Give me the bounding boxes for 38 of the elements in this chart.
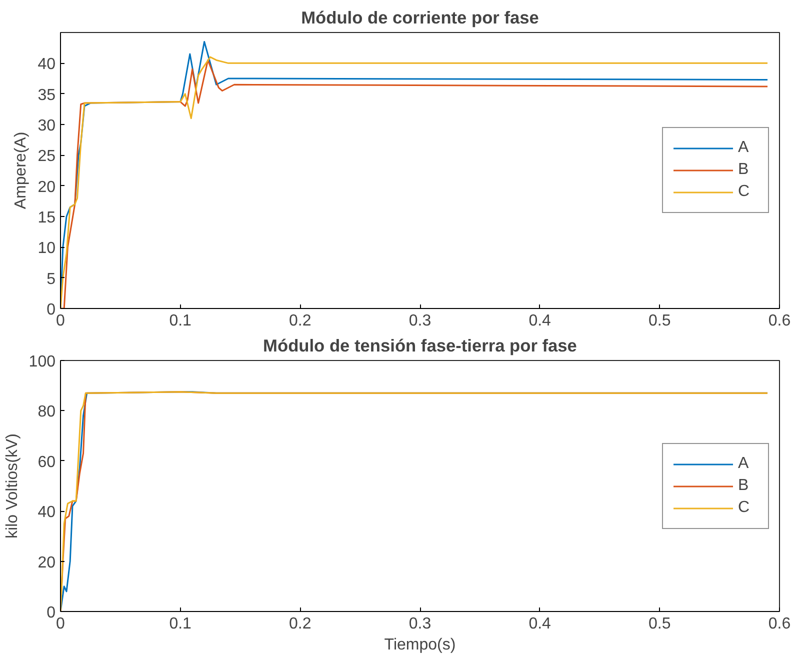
chart-title: Módulo de corriente por fase bbox=[301, 8, 540, 28]
x-tick-label: 0.4 bbox=[528, 312, 552, 330]
x-tick-label: 0.2 bbox=[289, 312, 312, 330]
y-tick-label: 40 bbox=[38, 504, 56, 522]
y-tick-label: 0 bbox=[46, 604, 56, 622]
chart-title: Módulo de tensión fase-tierra por fase bbox=[263, 336, 578, 356]
y-tick-label: 35 bbox=[38, 86, 56, 104]
legend-label: B bbox=[738, 161, 750, 179]
y-tick-label: 60 bbox=[38, 454, 56, 471]
x-tick-label: 0.1 bbox=[169, 312, 192, 330]
x-tick-label: 0.4 bbox=[528, 616, 552, 632]
y-tick-label: 10 bbox=[38, 240, 56, 258]
y-tick-label: 80 bbox=[38, 404, 56, 421]
y-tick-label: 5 bbox=[46, 270, 56, 288]
x-tick-label: 0.6 bbox=[768, 312, 791, 330]
x-tick-label: 0.1 bbox=[169, 616, 192, 632]
legend-label: C bbox=[738, 498, 751, 516]
x-tick-label: 0.6 bbox=[768, 616, 791, 632]
x-axis-title: Tiempo(s) bbox=[384, 636, 456, 654]
x-tick-label: 0.5 bbox=[648, 616, 671, 632]
y-axis-title: kilo Voltios(kV) bbox=[4, 434, 21, 538]
legend-label: B bbox=[738, 476, 750, 494]
y-tick-label: 100 bbox=[28, 354, 56, 370]
y-tick-label: 20 bbox=[38, 554, 56, 572]
x-tick-label: 0.2 bbox=[289, 616, 312, 632]
legend-label: C bbox=[738, 183, 751, 201]
x-tick-label: 0.3 bbox=[408, 312, 432, 330]
x-tick-label: 0.3 bbox=[408, 616, 432, 632]
y-tick-label: 20 bbox=[38, 178, 56, 196]
y-tick-label: 30 bbox=[38, 118, 56, 134]
y-tick-label: 15 bbox=[38, 210, 56, 226]
y-axis-title: Ampere(A) bbox=[12, 132, 30, 210]
y-tick-label: 0 bbox=[46, 302, 56, 318]
y-tick-label: 40 bbox=[38, 56, 56, 74]
legend-label: A bbox=[738, 454, 750, 472]
legend-label: A bbox=[738, 139, 750, 157]
y-tick-label: 25 bbox=[38, 148, 56, 166]
x-tick-label: 0.5 bbox=[648, 312, 671, 330]
